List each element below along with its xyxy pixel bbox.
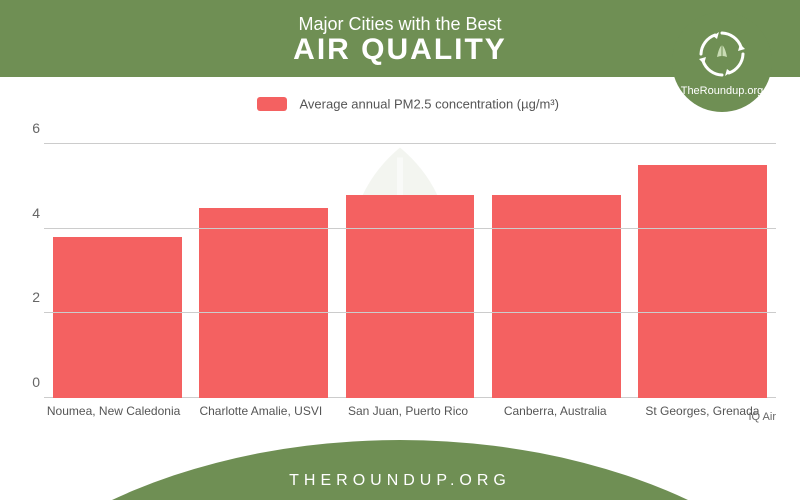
recycle-leaf-icon: [695, 27, 749, 81]
footer-arc-shape: [0, 440, 800, 500]
bar-slot: [44, 123, 190, 398]
brand-logo: TheRoundup.org: [672, 12, 772, 112]
gridline: [44, 228, 776, 229]
x-axis-labels: Noumea, New CaledoniaCharlotte Amalie, U…: [40, 404, 776, 418]
bars-container: [44, 123, 776, 398]
x-axis-label: San Juan, Puerto Rico: [334, 404, 481, 418]
footer-band: THEROUNDUP.ORG: [0, 436, 800, 500]
legend-label: Average annual PM2.5 concentration (µg/m…: [300, 96, 559, 111]
bar: [346, 195, 475, 398]
legend-swatch: [257, 97, 287, 111]
header-title: AIR QUALITY: [24, 33, 776, 67]
y-axis-tick: 0: [24, 374, 40, 390]
bar: [638, 165, 767, 398]
y-axis-tick: 2: [24, 289, 40, 305]
x-axis-label: Canberra, Australia: [482, 404, 629, 418]
data-source: IQ Air: [748, 411, 776, 423]
header-subtitle: Major Cities with the Best: [24, 14, 776, 35]
y-axis-tick: 6: [24, 120, 40, 136]
logo-brand-text: TheRoundup.org: [681, 85, 764, 97]
y-axis-tick: 4: [24, 205, 40, 221]
footer-brand-text: THEROUNDUP.ORG: [0, 472, 800, 490]
logo-circle: TheRoundup.org: [672, 12, 772, 112]
bar-slot: [630, 123, 776, 398]
infographic-container: Major Cities with the Best AIR QUALITY: [0, 0, 800, 500]
x-axis-label: Charlotte Amalie, USVI: [187, 404, 334, 418]
bar-slot: [190, 123, 336, 398]
bar-slot: [337, 123, 483, 398]
chart-area: Average annual PM2.5 concentration (µg/m…: [0, 77, 800, 429]
bar: [199, 208, 328, 398]
plot-region: 0246: [44, 123, 776, 398]
bar: [492, 195, 621, 398]
chart-legend: Average annual PM2.5 concentration (µg/m…: [40, 95, 776, 113]
gridline: [44, 143, 776, 144]
bar: [53, 237, 182, 398]
gridline: [44, 312, 776, 313]
bar-slot: [483, 123, 629, 398]
x-axis-label: Noumea, New Caledonia: [40, 404, 187, 418]
